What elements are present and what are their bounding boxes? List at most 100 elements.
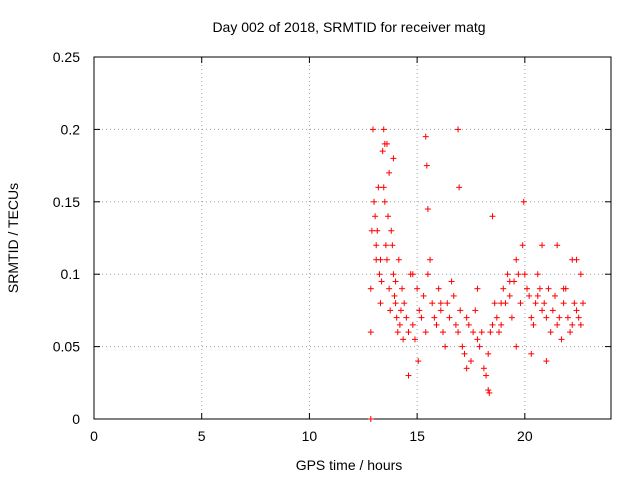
plot-frame [93, 56, 612, 420]
data-point [498, 321, 505, 328]
data-point [383, 256, 390, 263]
data-point [495, 329, 502, 336]
data-point [478, 329, 485, 336]
data-point [571, 300, 578, 307]
data-point [397, 307, 404, 314]
data-point [526, 292, 533, 299]
data-point [493, 314, 500, 321]
data-point [536, 285, 543, 292]
data-point [520, 198, 527, 205]
data-point [521, 271, 528, 278]
data-point [485, 350, 492, 357]
x-tick-label: 15 [409, 428, 425, 444]
data-point [437, 300, 444, 307]
data-point [424, 271, 431, 278]
data-point [551, 292, 558, 299]
data-point [556, 314, 563, 321]
data-point [532, 300, 539, 307]
data-points [367, 126, 586, 422]
data-point [422, 133, 429, 140]
data-point [560, 285, 567, 292]
data-point [487, 329, 494, 336]
data-point [371, 198, 378, 205]
data-point [433, 321, 440, 328]
data-point [409, 321, 416, 328]
data-point [387, 307, 394, 314]
data-point [439, 329, 446, 336]
data-point [539, 242, 546, 249]
data-point [367, 329, 374, 336]
data-point [373, 242, 380, 249]
data-point [489, 213, 496, 220]
data-point [558, 336, 565, 343]
data-point [435, 285, 442, 292]
data-point [543, 358, 550, 365]
data-point [500, 285, 507, 292]
data-point [457, 307, 464, 314]
data-point [414, 285, 421, 292]
data-point [452, 321, 459, 328]
y-tick-label: 0.15 [53, 194, 80, 210]
data-point [534, 271, 541, 278]
data-point [545, 285, 552, 292]
y-tick-label: 0.1 [61, 266, 81, 282]
data-point [396, 321, 403, 328]
data-point [400, 336, 407, 343]
data-point [403, 314, 410, 321]
x-axis-ticks: 0 5 10 15 20 [90, 57, 533, 444]
data-point [446, 314, 453, 321]
data-point [442, 343, 449, 350]
data-point [456, 184, 463, 191]
data-point [418, 314, 425, 321]
data-point [554, 321, 561, 328]
data-point [395, 256, 402, 263]
data-point [465, 321, 472, 328]
data-point [386, 285, 393, 292]
data-point [474, 336, 481, 343]
data-point [401, 300, 408, 307]
data-point [405, 372, 412, 379]
data-point [411, 336, 418, 343]
data-point [389, 242, 396, 249]
data-point [573, 256, 580, 263]
data-point [519, 242, 526, 249]
data-point [380, 126, 387, 133]
data-point [472, 307, 479, 314]
data-point [381, 198, 388, 205]
data-point [577, 271, 584, 278]
data-point [504, 271, 511, 278]
data-point [539, 307, 546, 314]
y-tick-label: 0 [72, 411, 80, 427]
data-point [485, 387, 492, 394]
data-point [554, 242, 561, 249]
data-point [375, 184, 382, 191]
data-point [382, 242, 389, 249]
data-point [489, 321, 496, 328]
y-tick-label: 0.2 [61, 121, 81, 137]
data-point [508, 314, 515, 321]
data-point [385, 213, 392, 220]
data-point [437, 307, 444, 314]
data-point [470, 329, 477, 336]
data-point [474, 285, 481, 292]
data-point [547, 329, 554, 336]
data-point [517, 300, 524, 307]
data-point [569, 321, 576, 328]
data-point [450, 292, 457, 299]
data-point [423, 162, 430, 169]
data-point [513, 343, 520, 350]
data-point [463, 365, 470, 372]
data-point [455, 329, 462, 336]
data-point [523, 285, 530, 292]
data-point [579, 300, 586, 307]
data-point [409, 271, 416, 278]
data-point [392, 300, 399, 307]
data-point [444, 300, 451, 307]
x-tick-label: 20 [517, 428, 533, 444]
data-point [376, 271, 383, 278]
data-point [405, 329, 412, 336]
data-point [476, 343, 483, 350]
y-tick-label: 0.25 [53, 49, 80, 65]
data-point [528, 350, 535, 357]
data-point [506, 292, 513, 299]
